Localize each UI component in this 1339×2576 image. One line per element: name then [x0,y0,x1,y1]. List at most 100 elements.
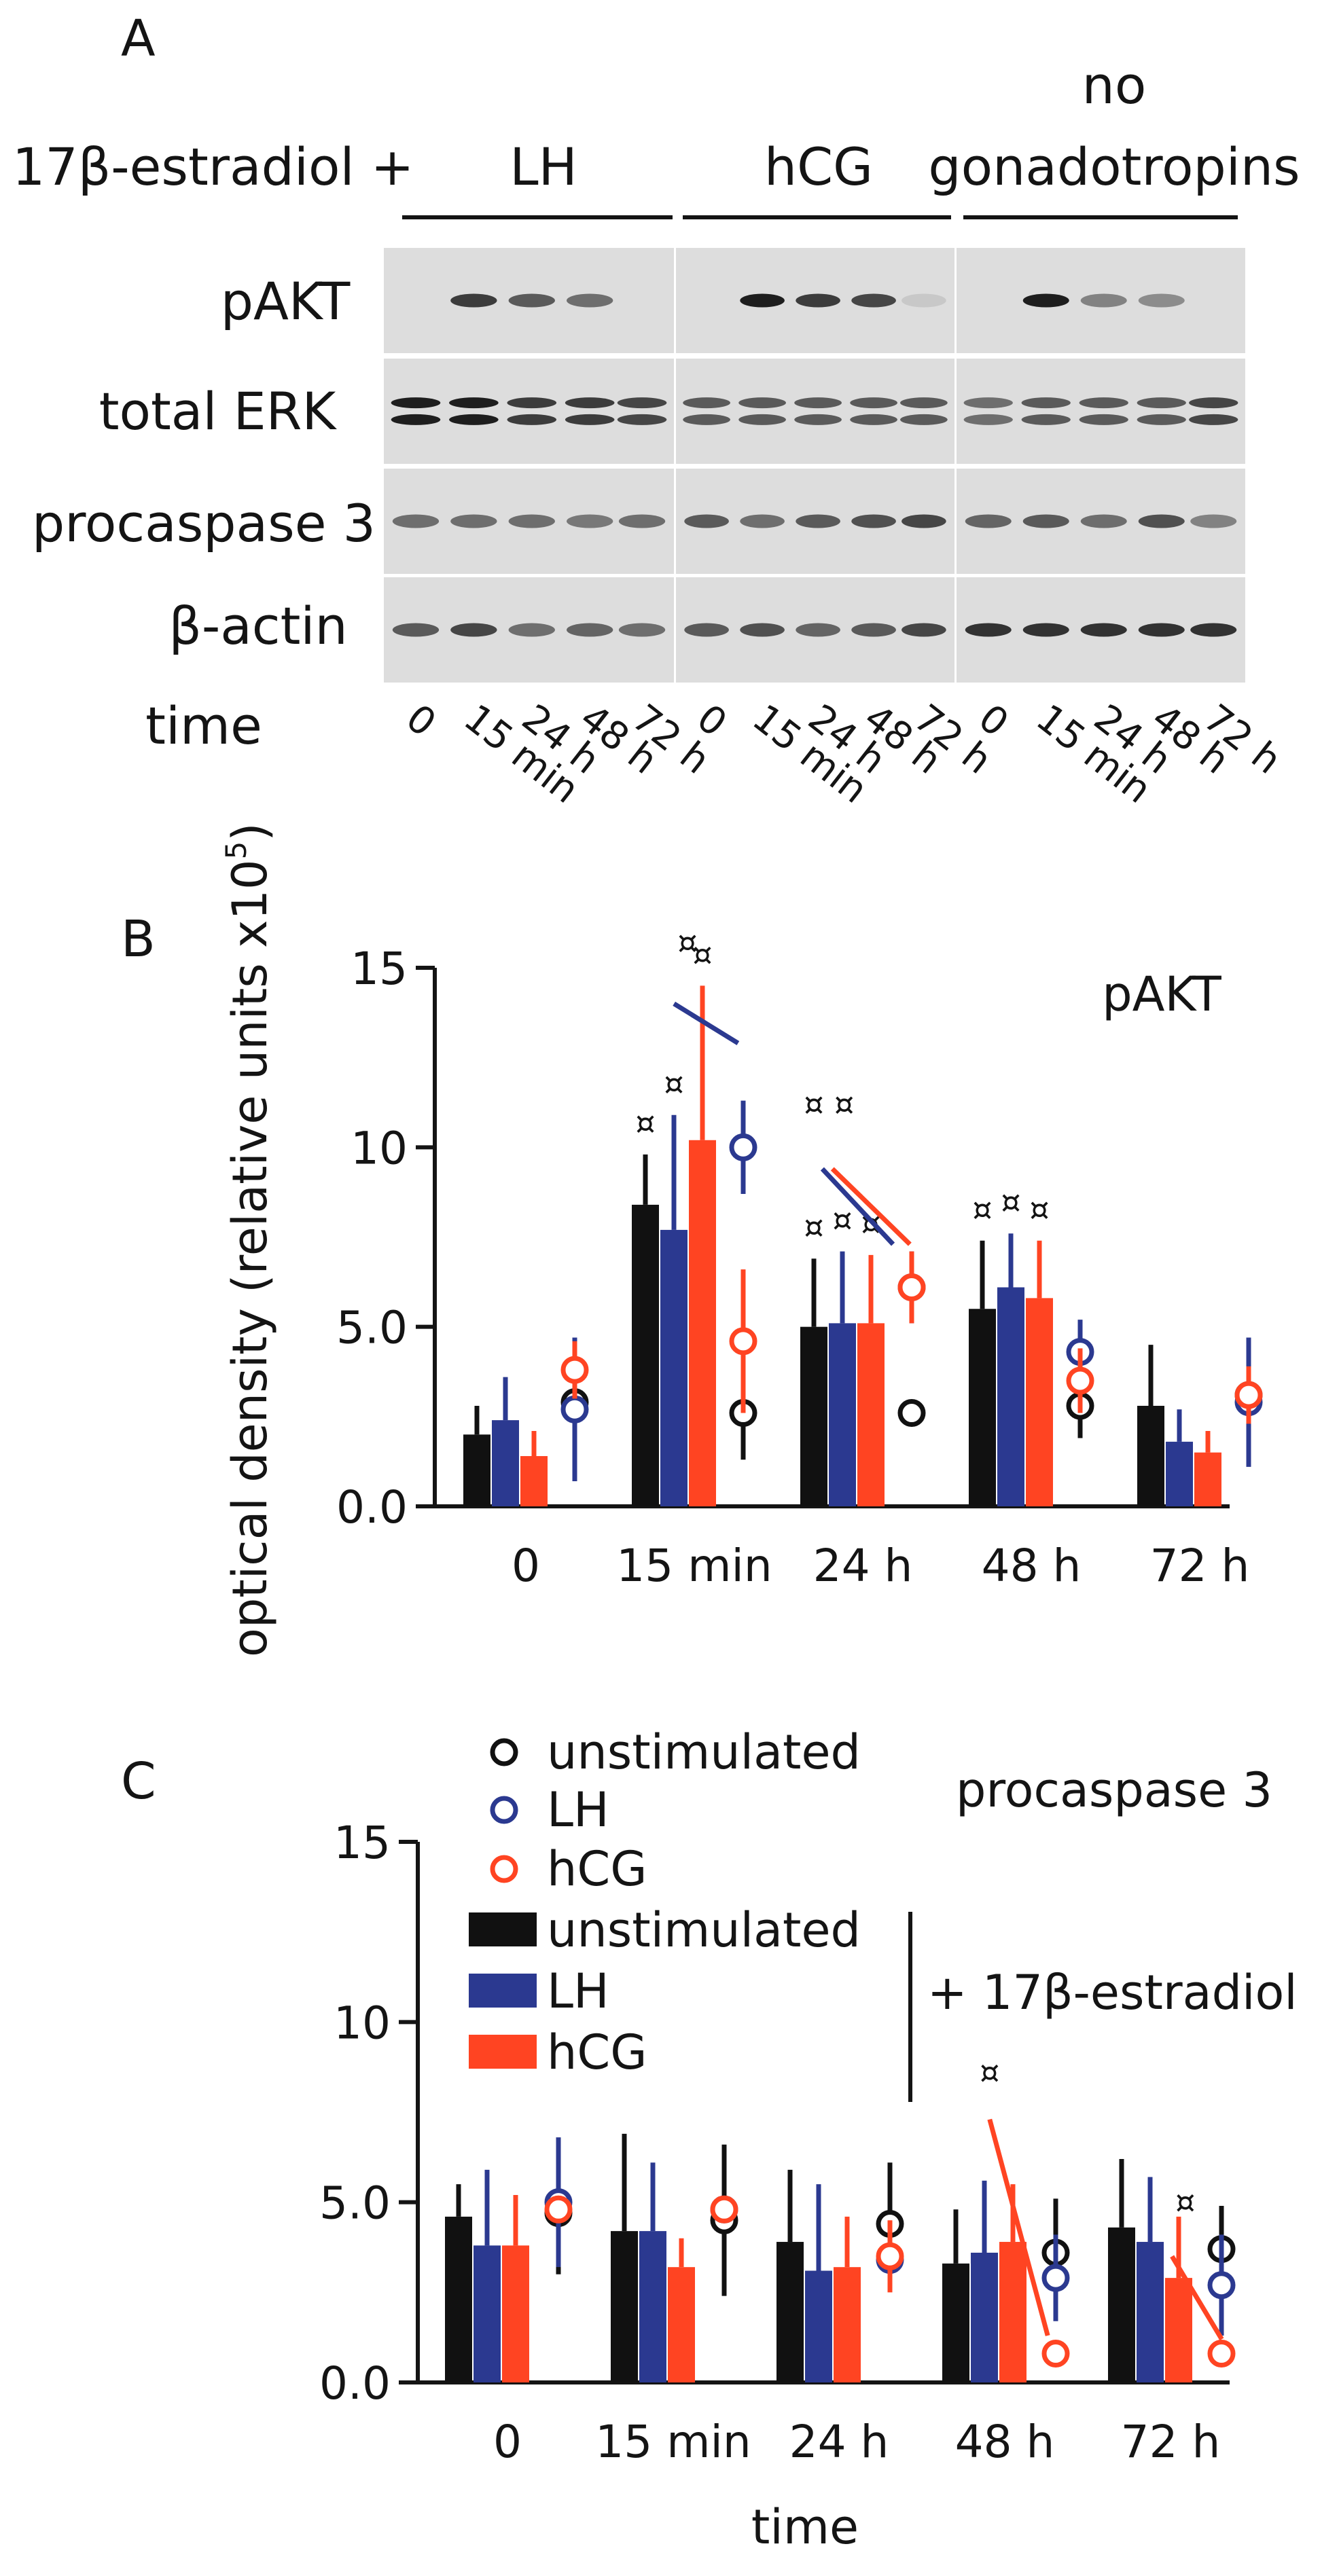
group-label-gonadotropins: gonadotropins [928,137,1300,197]
significance-mark: ¤ [1029,1191,1049,1228]
bar-hCG [1165,2278,1192,2382]
blot-strip-1-0 [384,359,674,464]
blot-band [965,514,1012,528]
bar-LH [997,1287,1024,1506]
blot-band [507,414,557,425]
blot-band [1080,514,1127,528]
bar-hCG [502,2245,529,2382]
bar-unstimulated [969,1309,996,1506]
blot-band [683,397,730,409]
blot-band [567,514,613,528]
blot-band [391,397,441,409]
x-tick-label: 15 min [595,2416,751,2468]
blot-band [794,397,842,409]
blot-band [740,514,785,528]
panel-b-letter: B [121,910,156,968]
legend-bar-label: hCG [547,2025,647,2080]
blot-band [901,293,946,308]
group-label-hcg: hCG [764,137,873,197]
group-label-no: no [1082,55,1147,115]
blot-band [450,293,497,308]
blot-band [901,623,946,637]
point-hCG [729,1327,757,1356]
significance-mark: ¤ [692,936,712,973]
bar-hCG [834,2267,861,2382]
point-LH [729,1133,757,1161]
significance-connector [1170,2255,1224,2341]
blot-band [738,397,786,409]
blot-band [507,397,557,409]
bar-hCG [1194,1452,1221,1506]
legend-circle-label: hCG [547,1841,647,1897]
significance-mark: ¤ [834,1086,854,1123]
blot-band [450,623,497,637]
point-hCG [876,2242,904,2270]
x-axis-label: time [751,2499,859,2555]
panel-c-letter: C [121,1752,156,1811]
point-unstimulated [897,1399,926,1428]
blot-band [617,397,667,409]
legend-circle-label: unstimulated [547,1724,861,1780]
blot-band [567,293,613,308]
blot-band [392,514,440,528]
legend-circle-hCG [490,1855,518,1883]
legend-circle-unstimulated [490,1738,518,1766]
blot-band [963,414,1013,425]
bar-LH [829,1323,856,1506]
blot-band [1021,414,1071,425]
blot-band [449,397,499,409]
legend-bracket-label: + 17β-estradiol [927,1965,1298,2020]
y-tick-label: 10 [351,1122,408,1174]
blot-band [851,623,896,637]
y-tick-label: 10 [334,1997,391,2049]
row-label-total-erk: total ERK [99,381,338,441]
blot-band [738,414,786,425]
x-tick-label: 0 [512,1540,540,1592]
significance-mark: ¤ [972,1191,992,1228]
blot-band [450,514,497,528]
blot-band [1080,623,1127,637]
bar-LH [660,1229,688,1506]
blot-band [565,397,615,409]
bar-hCG [857,1323,885,1506]
bar-unstimulated [1137,1405,1164,1506]
point-LH [560,1395,589,1423]
significance-connector [830,1167,912,1246]
significance-connector [820,1167,895,1246]
point-hCG [560,1356,589,1384]
bar-hCG [999,2242,1026,2382]
blot-band [508,623,555,637]
bar-hCG [520,1455,548,1506]
chart-title: procaspase 3 [956,1762,1272,1818]
bar-hCG [689,1140,716,1506]
point-hCG [1066,1366,1094,1395]
panel-a-letter: A [121,10,156,68]
blot-images [384,248,1245,683]
significance-mark: ¤ [1001,1184,1020,1220]
blot-band [1022,623,1069,637]
significance-mark: ¤ [804,1086,823,1123]
significance-mark: ¤ [832,1202,852,1239]
blot-band [1189,397,1238,409]
bar-LH [492,1420,519,1506]
x-tick-label: 15 min [616,1540,772,1592]
x-tick-label: 72 h [1150,1540,1250,1592]
x-tick-label: 0 [493,2416,522,2468]
legend-circle-LH [490,1796,518,1824]
blot-band [449,414,499,425]
chart-title: pAKT [1102,966,1221,1022]
blot-band [1022,293,1069,308]
y-tick-label: 15 [351,943,408,995]
y-tick-label: 5.0 [336,1302,408,1354]
blot-band [1190,514,1237,528]
bar-LH [1137,2242,1164,2382]
blot-band [392,623,440,637]
y-tick-label: 0.0 [336,1481,408,1534]
blot-band [1022,514,1069,528]
blot-band [1138,623,1185,637]
x-tick-label: 24 h [789,2416,889,2468]
blot-band [965,623,1012,637]
bar-LH [639,2231,666,2382]
